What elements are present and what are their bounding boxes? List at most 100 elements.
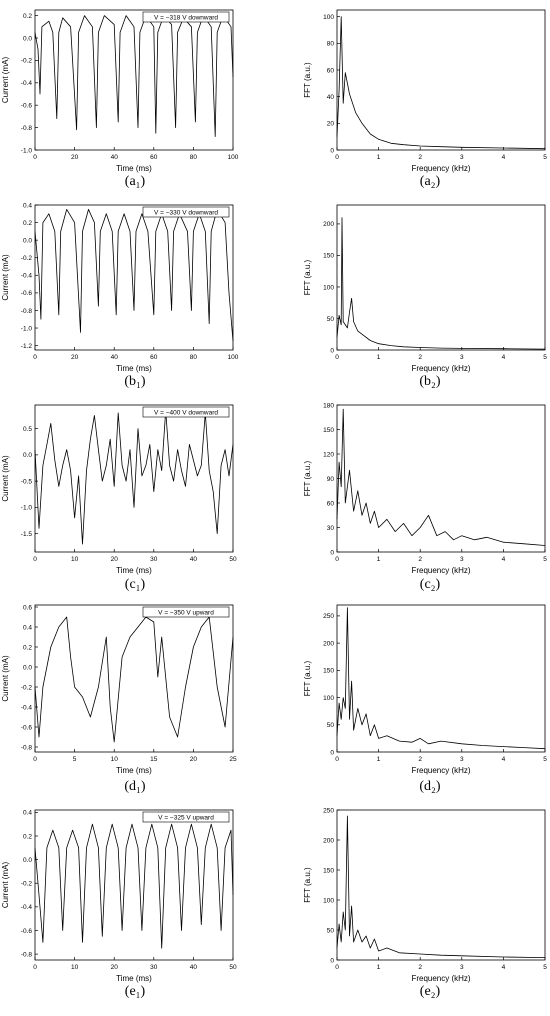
x-tick-label: 30: [150, 964, 158, 971]
x-tick-label: 60: [150, 354, 158, 361]
panel-label: (b₁): [124, 374, 146, 389]
x-tick-label: 0: [33, 354, 37, 361]
x-tick-label: 4: [502, 556, 506, 563]
y-axis-label: FFT (a.u.): [303, 460, 312, 496]
y-tick-label: -0.5: [21, 478, 33, 485]
y-tick-label: -0.4: [21, 704, 33, 711]
x-tick-label: 4: [502, 354, 506, 361]
x-tick-label: 100: [228, 154, 239, 161]
series-line: [34, 616, 234, 743]
x-tick-label: 1: [377, 154, 381, 161]
y-tick-label: -1.0: [21, 505, 33, 512]
y-tick-label: -1.0: [21, 325, 33, 332]
x-tick-label: 40: [190, 556, 198, 563]
y-tick-label: -0.2: [21, 58, 33, 65]
panel-label: (a₂): [420, 174, 441, 189]
x-tick-label: 1: [377, 556, 381, 563]
x-tick-label: 2: [418, 154, 422, 161]
y-tick-label: 60: [327, 67, 335, 74]
series-line: [336, 408, 546, 546]
x-tick-label: 4: [502, 154, 506, 161]
series-line: [336, 217, 546, 350]
y-tick-label: 0.4: [23, 202, 32, 209]
x-tick-label: 20: [190, 756, 198, 763]
panel-label: (c₂): [420, 577, 441, 592]
y-tick-label: 250: [323, 613, 334, 620]
x-tick-label: 1: [377, 756, 381, 763]
series-line: [34, 15, 234, 138]
legend-box: [142, 11, 230, 23]
x-tick-label: 5: [73, 756, 77, 763]
x-tick-label: 3: [460, 354, 464, 361]
legend-box: [142, 206, 230, 218]
x-tick-label: 5: [543, 354, 547, 361]
x-tick-label: 3: [460, 964, 464, 971]
y-axis-label: FFT (a.u.): [303, 259, 312, 295]
plot-frame: [336, 809, 546, 961]
x-tick-label: 20: [111, 556, 119, 563]
legend-box: [142, 406, 230, 418]
x-axis-label: Frequency (kHz): [411, 566, 470, 575]
x-tick-label: 3: [460, 756, 464, 763]
y-tick-label: 0: [330, 957, 334, 964]
legend-text: V = −400 V downward: [154, 410, 218, 417]
x-tick-label: 5: [543, 556, 547, 563]
y-tick-label: 0: [330, 147, 334, 154]
x-tick-label: 80: [190, 154, 198, 161]
x-tick-label: 5: [543, 756, 547, 763]
x-tick-label: 3: [460, 556, 464, 563]
x-axis-label: Frequency (kHz): [411, 766, 470, 775]
y-tick-label: -0.8: [21, 951, 33, 958]
y-tick-label: -0.6: [21, 290, 33, 297]
chart-e1: 0 10 20 30 40 50 -0.8 -0.6 -0.4 -0.2 0.0 0.2 0.4 Time…: [1, 809, 237, 999]
y-tick-label: 0.2: [23, 644, 32, 651]
y-tick-label: 0.5: [23, 426, 32, 433]
y-tick-label: 100: [323, 897, 334, 904]
y-tick-label: -1.2: [21, 343, 33, 350]
y-tick-label: -1.5: [21, 531, 33, 538]
x-axis-label: Time (ms): [116, 164, 152, 173]
y-tick-label: -0.4: [21, 273, 33, 280]
y-tick-label: 0: [330, 749, 334, 756]
plot-frame: [34, 204, 234, 351]
x-tick-label: 20: [111, 964, 119, 971]
y-tick-label: 0.0: [23, 664, 32, 671]
legend-box: [142, 811, 230, 823]
y-tick-label: -0.8: [21, 744, 33, 751]
x-tick-label: 1: [377, 354, 381, 361]
panel-label: (d₁): [124, 779, 146, 794]
x-tick-label: 15: [150, 756, 158, 763]
panel-label: (d₂): [419, 779, 441, 794]
x-axis-label: Time (ms): [116, 766, 152, 775]
x-tick-label: 4: [502, 964, 506, 971]
y-tick-label: -0.2: [21, 255, 33, 262]
chart-a1: 0 20 40 60 80 100 -1.0 -0.8 -0.6 -0.4 -0.2 0.0 0.2 Ti…: [1, 9, 239, 189]
y-tick-label: 150: [323, 253, 334, 260]
y-tick-label: -0.8: [21, 308, 33, 315]
y-tick-label: 0.2: [23, 13, 32, 20]
x-axis-label: Time (ms): [116, 566, 152, 575]
y-tick-label: 0.2: [23, 833, 32, 840]
x-tick-label: 10: [71, 556, 79, 563]
legend-text: V = −325 V upward: [158, 815, 214, 822]
y-tick-label: 150: [323, 427, 334, 434]
y-tick-label: -0.8: [21, 125, 33, 132]
x-tick-label: 4: [502, 756, 506, 763]
panel-label: (b₂): [419, 374, 441, 389]
y-tick-label: 50: [327, 927, 335, 934]
y-axis-label: Current (mA): [1, 655, 10, 702]
y-tick-label: -0.2: [21, 881, 33, 888]
plot-frame: [34, 404, 234, 553]
y-tick-label: 200: [323, 221, 334, 228]
y-tick-label: 20: [327, 121, 335, 128]
x-tick-label: 30: [150, 556, 158, 563]
x-tick-label: 20: [71, 354, 79, 361]
y-tick-label: 200: [323, 837, 334, 844]
x-tick-label: 60: [150, 154, 158, 161]
x-tick-label: 80: [190, 354, 198, 361]
y-tick-label: -0.6: [21, 724, 33, 731]
y-tick-label: 0.0: [23, 237, 32, 244]
series-line: [336, 815, 546, 958]
